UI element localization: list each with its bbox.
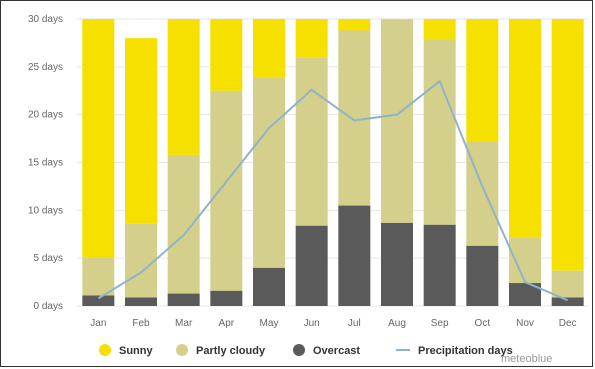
y-tick-label: 0 days [34, 301, 63, 312]
y-tick-label: 25 days [28, 62, 63, 73]
x-tick-label-mar: Mar [175, 318, 193, 329]
y-axis-ticks: 0 days 5 days 10 days 15 days 20 days 25 days… [28, 14, 63, 312]
bar-sunny-sep [423, 19, 456, 41]
bar-overcast-oct [466, 245, 499, 306]
bar-partly-cloudy-nov [509, 237, 541, 284]
x-tick-label-sep: Sep [431, 318, 449, 329]
bar-sunny-dec [551, 19, 584, 271]
y-tick-label: 20 days [28, 110, 63, 121]
bar-overcast-jun [295, 225, 328, 306]
bar-partly-cloudy-dec [551, 270, 584, 298]
bar-sunny-jul [338, 19, 371, 31]
bar-overcast-aug [381, 222, 413, 306]
bar-overcast-jul [338, 205, 371, 306]
bar-partly-cloudy-jan [82, 257, 115, 296]
bar-sunny-jan [82, 19, 115, 258]
y-tick-label: 30 days [28, 14, 63, 25]
bar-overcast-mar [167, 293, 200, 306]
bar-partly-cloudy-aug [381, 19, 413, 223]
precipitation-days-line [97, 80, 569, 302]
x-tick-label-feb: Feb [132, 318, 150, 329]
x-axis-ticks: Jan Feb Mar Apr May Jun Jul Aug Sep Oct Nov Dec [90, 318, 576, 329]
x-tick-label-nov: Nov [516, 318, 534, 329]
x-tick-label-oct: Oct [475, 318, 491, 329]
y-tick-label: 5 days [34, 253, 63, 264]
legend-swatch-overcast [293, 344, 305, 356]
bar-overcast-feb [125, 297, 157, 306]
x-tick-label-may: May [260, 318, 279, 329]
bar-overcast-jan [82, 295, 115, 306]
legend-swatch-partly-cloudy [176, 344, 188, 356]
bar-overcast-sep [423, 224, 456, 306]
legend-label-sunny: Sunny [119, 345, 153, 357]
bar-sunny-apr [210, 19, 243, 91]
bar-sunny-aug [381, 19, 413, 20]
bar-partly-cloudy-mar [167, 154, 200, 294]
bar-sunny-feb [125, 38, 157, 224]
bar-overcast-may [253, 267, 285, 306]
bar-partly-cloudy-may [253, 77, 285, 268]
credit-label: meteoblue [501, 353, 552, 365]
x-tick-label-aug: Aug [388, 318, 406, 329]
bar-sunny-may [253, 19, 285, 78]
x-tick-label-dec: Dec [559, 318, 577, 329]
x-tick-label-jun: Jun [304, 318, 320, 329]
bar-overcast-dec [551, 297, 584, 306]
y-tick-label: 10 days [28, 205, 63, 216]
legend-label-partly-cloudy: Partly cloudy [196, 345, 266, 357]
bar-overcast-apr [210, 290, 243, 306]
bar-partly-cloudy-feb [125, 223, 157, 298]
bar-partly-cloudy-jun [295, 57, 328, 226]
gridlines [77, 18, 589, 307]
y-tick-label: 15 days [28, 158, 63, 169]
bar-sunny-oct [466, 19, 499, 142]
legend-swatch-sunny [99, 344, 111, 356]
bar-sunny-jun [295, 19, 328, 58]
precipitation-line [97, 80, 569, 302]
bar-partly-cloudy-apr [210, 90, 243, 291]
x-tick-label-apr: Apr [219, 318, 235, 329]
legend-label-precipitation-days: Precipitation days [418, 345, 513, 357]
bar-sunny-nov [509, 19, 541, 238]
bar-partly-cloudy-sep [423, 40, 456, 225]
bar-sunny-mar [167, 19, 200, 155]
bar-overcast-nov [509, 283, 541, 306]
x-tick-label-jan: Jan [90, 318, 106, 329]
legend-label-overcast: Overcast [313, 345, 360, 357]
bars [82, 19, 584, 306]
legend: Sunny Partly cloudy Overcast Precipitation … [99, 344, 513, 357]
x-tick-label-jul: Jul [348, 318, 361, 329]
